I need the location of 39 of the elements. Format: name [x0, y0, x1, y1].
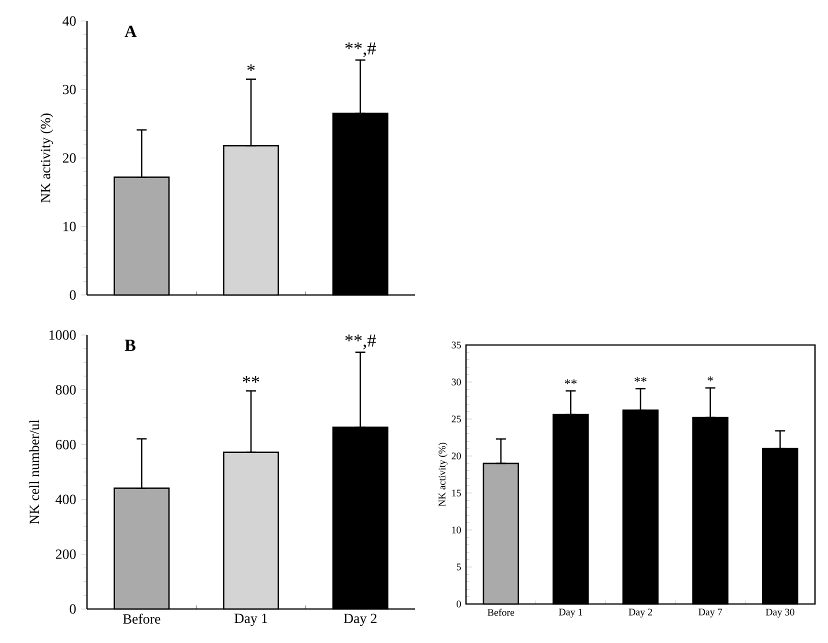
x-tick-label: Before	[488, 608, 514, 616]
y-tick-label: 200	[56, 549, 76, 559]
annotation: **,#	[345, 42, 376, 58]
y-tick-label: 10	[452, 526, 461, 534]
x-tick-label: Before	[123, 614, 160, 624]
y-tick-label: 5	[456, 564, 461, 570]
y-tick-label: 25	[452, 416, 461, 422]
annotation: **	[242, 376, 260, 383]
y-tick-label: 0	[456, 600, 461, 608]
annotation: **,#	[345, 334, 376, 350]
annotation: *	[247, 64, 255, 72]
y-tick-label: 400	[56, 494, 76, 504]
y-tick-label: 20	[452, 452, 461, 460]
y-axis-title: NK activity (%)	[438, 442, 448, 506]
y-axis-title: NK activity (%)	[40, 114, 54, 203]
chart-title: A	[124, 26, 137, 37]
annotation: **	[634, 377, 646, 382]
y-tick-label: 15	[452, 490, 461, 496]
y-tick-label: 800	[56, 385, 76, 395]
x-tick-label: Day 2	[344, 614, 376, 626]
x-tick-label: Day 30	[766, 608, 794, 618]
y-tick-label: 600	[56, 440, 76, 450]
y-tick-label: 30	[62, 84, 76, 94]
y-tick-label: 0	[70, 604, 76, 614]
y-axis-title: NK cell number/ul	[29, 420, 40, 524]
y-tick-label: 30	[452, 378, 461, 386]
x-tick-label: Day 2	[628, 608, 652, 618]
annotation: *	[708, 376, 713, 382]
x-tick-label: Day 1	[558, 608, 582, 618]
y-tick-label: 20	[62, 153, 76, 163]
y-tick-label: 10	[64, 222, 76, 232]
x-tick-label: Day 7	[698, 608, 722, 618]
chart-title: B	[124, 340, 136, 351]
y-tick-label: 1000	[50, 330, 76, 340]
annotation: **	[564, 379, 577, 384]
y-tick-label: 0	[70, 290, 76, 300]
x-tick-label: Day 1	[234, 614, 268, 626]
y-tick-label: 35	[452, 342, 461, 348]
y-tick-label: 40	[62, 16, 76, 26]
